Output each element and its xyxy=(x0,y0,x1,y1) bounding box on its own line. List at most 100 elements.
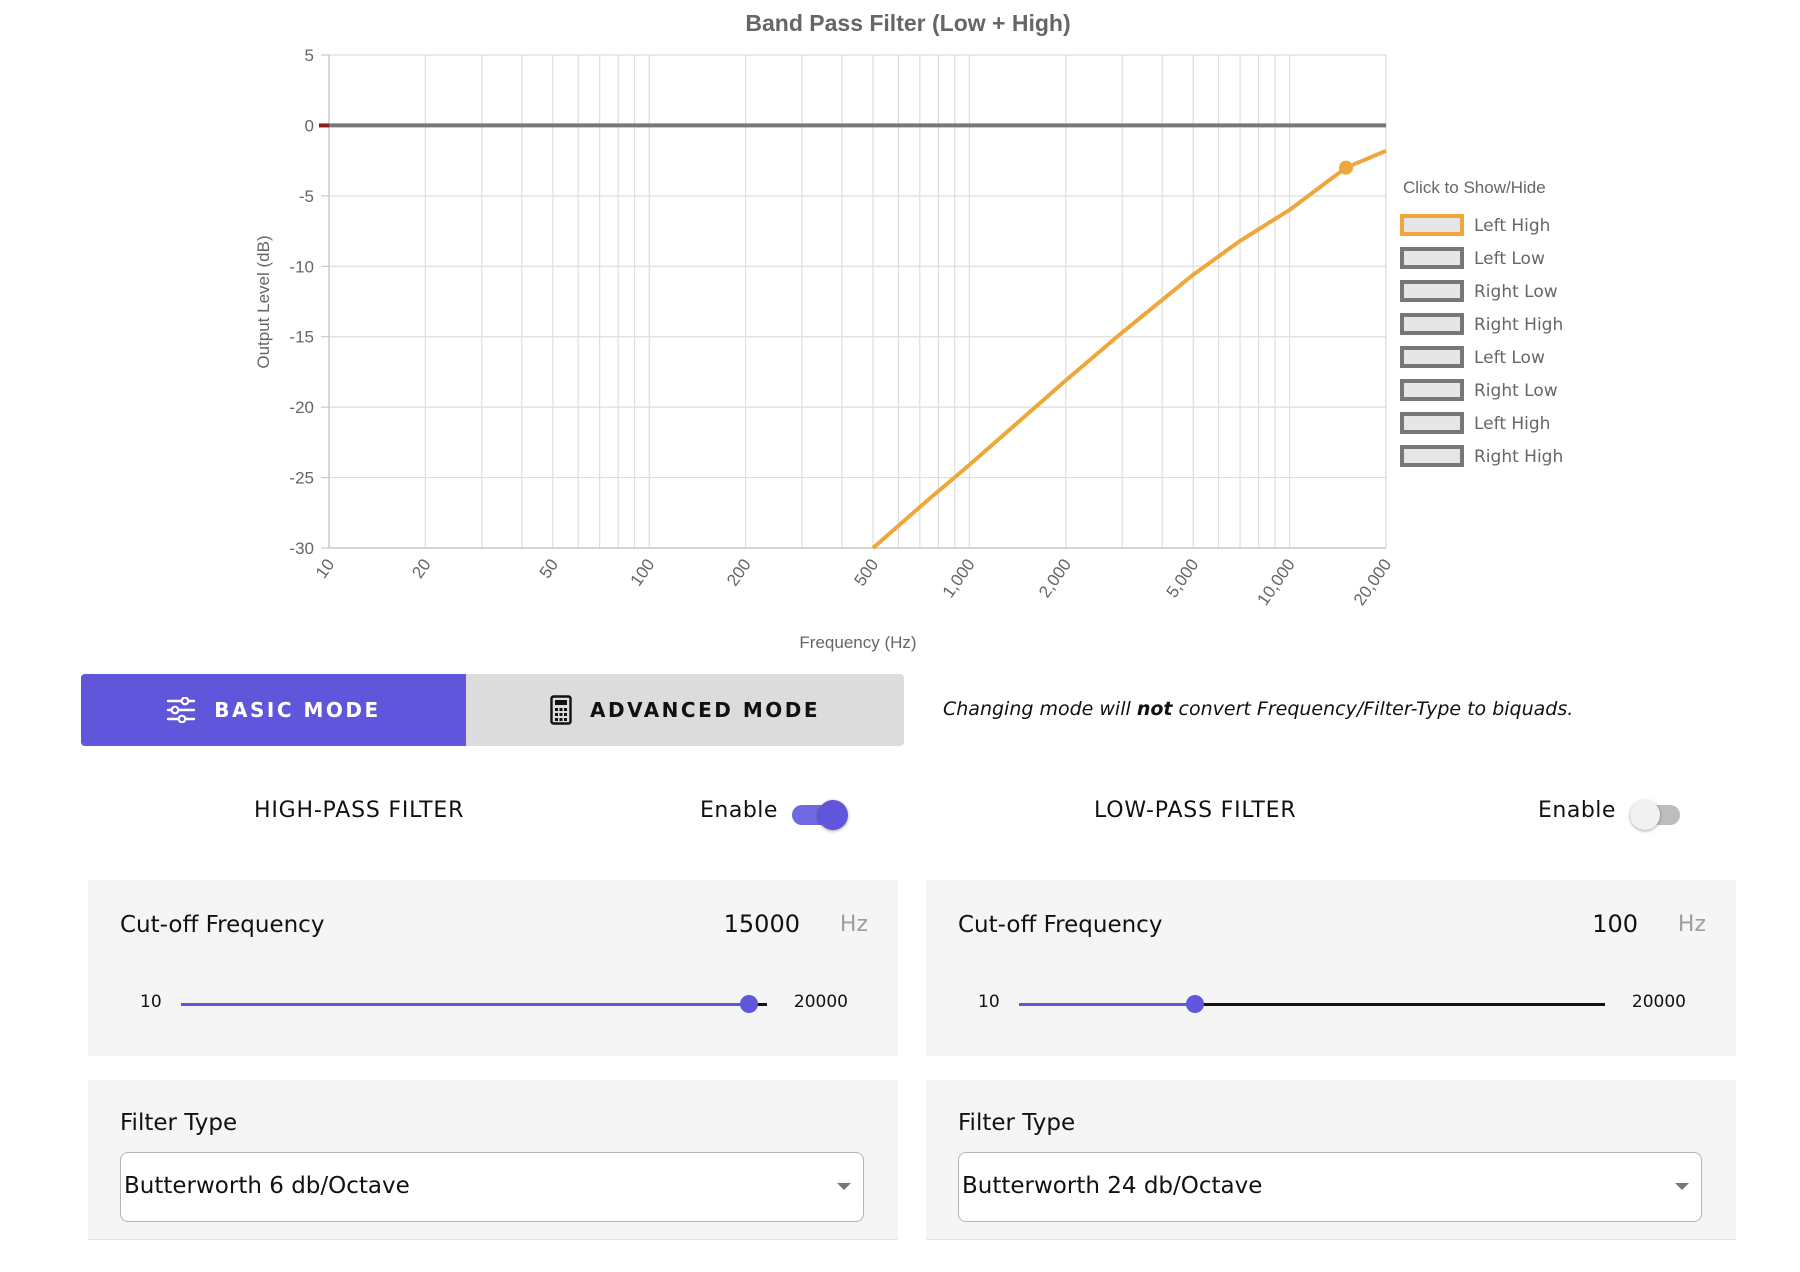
x-tick-label: 1,000 xyxy=(939,555,979,601)
legend-item[interactable]: Right High xyxy=(1400,313,1563,335)
series-marker xyxy=(1338,160,1353,175)
y-tick-label: -20 xyxy=(289,398,314,417)
toggle-knob xyxy=(1630,800,1660,830)
legend-label: Right Low xyxy=(1474,381,1558,401)
legend-item[interactable]: Left High xyxy=(1400,412,1550,434)
y-tick-label: 5 xyxy=(305,46,314,65)
y-tick-label: -10 xyxy=(289,257,314,276)
low-pass-cutoff-value[interactable]: 100 xyxy=(1592,910,1638,938)
low-pass-filter-type-value: Butterworth 24 db/Octave xyxy=(962,1173,1263,1199)
x-tick-label: 20,000 xyxy=(1350,555,1395,608)
high-pass-filter-type-label: Filter Type xyxy=(120,1110,238,1136)
note-emphasis: not xyxy=(1136,698,1173,720)
legend-item[interactable]: Left Low xyxy=(1400,346,1545,368)
note-text-end: convert Frequency/Filter-Type to biquads… xyxy=(1172,698,1574,720)
legend-title: Click to Show/Hide xyxy=(1403,178,1546,197)
legend-label: Right High xyxy=(1474,315,1563,335)
y-tick-label: -25 xyxy=(289,469,314,488)
chart-title: Band Pass Filter (Low + High) xyxy=(745,10,1070,36)
high-pass-cutoff-value[interactable]: 15000 xyxy=(723,910,800,938)
low-pass-filter-type-label: Filter Type xyxy=(958,1110,1076,1136)
x-axis-label: Frequency (Hz) xyxy=(799,633,916,652)
high-pass-panel: HIGH-PASS FILTER Enable Cut-off Frequenc… xyxy=(88,770,898,1270)
high-pass-title: HIGH-PASS FILTER xyxy=(254,798,465,823)
high-pass-filter-type-value: Butterworth 6 db/Octave xyxy=(124,1173,410,1199)
legend-item[interactable]: Left Low xyxy=(1400,247,1545,269)
basic-mode-button[interactable]: BASIC MODE xyxy=(81,674,466,746)
legend-swatch xyxy=(1400,346,1464,368)
high-pass-enable-toggle[interactable] xyxy=(792,800,848,832)
y-tick-labels: 5 0 -5 -10 -15 -20 -25 -30 xyxy=(289,46,314,558)
x-tick-labels: 10 20 50 100 200 500 1,000 2,000 5,000 10,000 20,0… xyxy=(312,555,1395,608)
x-tick-label: 200 xyxy=(723,555,755,589)
card-underline xyxy=(88,1239,898,1240)
slider-thumb[interactable] xyxy=(740,995,759,1013)
mode-switcher: BASIC MODE ADVANCED MODE Changing mode w… xyxy=(81,674,1800,746)
high-pass-cutoff-unit: Hz xyxy=(839,912,868,937)
slider-thumb[interactable] xyxy=(1185,995,1204,1013)
high-pass-slider-min: 10 xyxy=(140,992,162,1012)
high-pass-header: HIGH-PASS FILTER Enable xyxy=(88,770,898,860)
low-pass-panel: LOW-PASS FILTER Enable Cut-off Frequency… xyxy=(926,770,1736,1270)
calculator-icon xyxy=(550,695,572,725)
sliders-icon xyxy=(167,697,196,723)
legend-item[interactable]: Left High xyxy=(1400,214,1550,236)
note-text-start: Changing mode will xyxy=(943,698,1137,720)
high-pass-slider-max: 20000 xyxy=(793,992,848,1012)
legend-swatch xyxy=(1400,412,1464,434)
y-tick-label: -5 xyxy=(299,187,314,206)
legend-label: Left High xyxy=(1474,216,1550,236)
x-tick-label: 50 xyxy=(536,555,562,581)
chevron-down-icon xyxy=(837,1183,851,1190)
high-pass-filter-type-select[interactable]: Butterworth 6 db/Octave xyxy=(120,1152,864,1222)
legend-label: Left High xyxy=(1474,414,1550,434)
low-pass-header: LOW-PASS FILTER Enable xyxy=(926,770,1736,860)
series-line xyxy=(871,148,1387,550)
y-tick-label: -30 xyxy=(289,539,314,558)
low-pass-cutoff-slider[interactable] xyxy=(1019,994,1605,1014)
toggle-knob xyxy=(818,800,848,830)
mode-warning-note: Changing mode will not convert Frequency… xyxy=(943,698,1573,720)
x-gridlines xyxy=(328,55,1387,548)
slider-fill xyxy=(181,1003,750,1006)
y-tick-label: 0 xyxy=(305,116,314,135)
legend-swatch xyxy=(1400,280,1464,302)
slider-fill xyxy=(1019,1003,1195,1006)
legend-label: Right Low xyxy=(1474,282,1558,302)
legend-swatch xyxy=(1400,313,1464,335)
x-tick-label: 10,000 xyxy=(1253,555,1298,608)
legend-label: Left Low xyxy=(1474,249,1545,269)
legend-label: Right High xyxy=(1474,447,1563,467)
low-pass-enable-label: Enable xyxy=(1538,798,1616,823)
x-tick-label: 2,000 xyxy=(1035,555,1075,601)
high-pass-cutoff-label: Cut-off Frequency xyxy=(120,912,325,938)
x-tick-label: 100 xyxy=(627,555,659,589)
series-layer xyxy=(319,123,1387,550)
low-pass-cutoff-card xyxy=(926,880,1736,1056)
low-pass-title: LOW-PASS FILTER xyxy=(1094,798,1297,823)
legend-swatch xyxy=(1400,247,1464,269)
legend-item[interactable]: Right Low xyxy=(1400,280,1558,302)
low-pass-slider-min: 10 xyxy=(978,992,1000,1012)
x-tick-label: 10 xyxy=(312,555,338,581)
low-pass-slider-max: 20000 xyxy=(1631,992,1686,1012)
high-pass-cutoff-slider[interactable] xyxy=(181,994,767,1014)
high-pass-cutoff-card xyxy=(88,880,898,1056)
x-tick-label: 5,000 xyxy=(1163,555,1203,601)
x-tick-label: 500 xyxy=(850,555,882,589)
legend-item[interactable]: Right Low xyxy=(1400,379,1558,401)
slider-rail xyxy=(1019,1003,1605,1006)
low-pass-filter-type-select[interactable]: Butterworth 24 db/Octave xyxy=(958,1152,1702,1222)
basic-mode-label: BASIC MODE xyxy=(214,698,381,722)
y-gridlines xyxy=(321,54,1386,549)
chevron-down-icon xyxy=(1675,1183,1689,1190)
x-tick-label: 20 xyxy=(408,555,434,581)
low-pass-enable-toggle[interactable] xyxy=(1630,800,1686,832)
frequency-response-chart: Band Pass Filter (Low + High) 50-5-10-15… xyxy=(254,10,1563,652)
y-axis-label: Output Level (dB) xyxy=(254,235,273,368)
low-pass-cutoff-label: Cut-off Frequency xyxy=(958,912,1163,938)
legend-item[interactable]: Right High xyxy=(1400,445,1563,467)
advanced-mode-button[interactable]: ADVANCED MODE xyxy=(466,674,904,746)
legend-swatch xyxy=(1400,445,1464,467)
y-tick-label: -15 xyxy=(289,328,314,347)
